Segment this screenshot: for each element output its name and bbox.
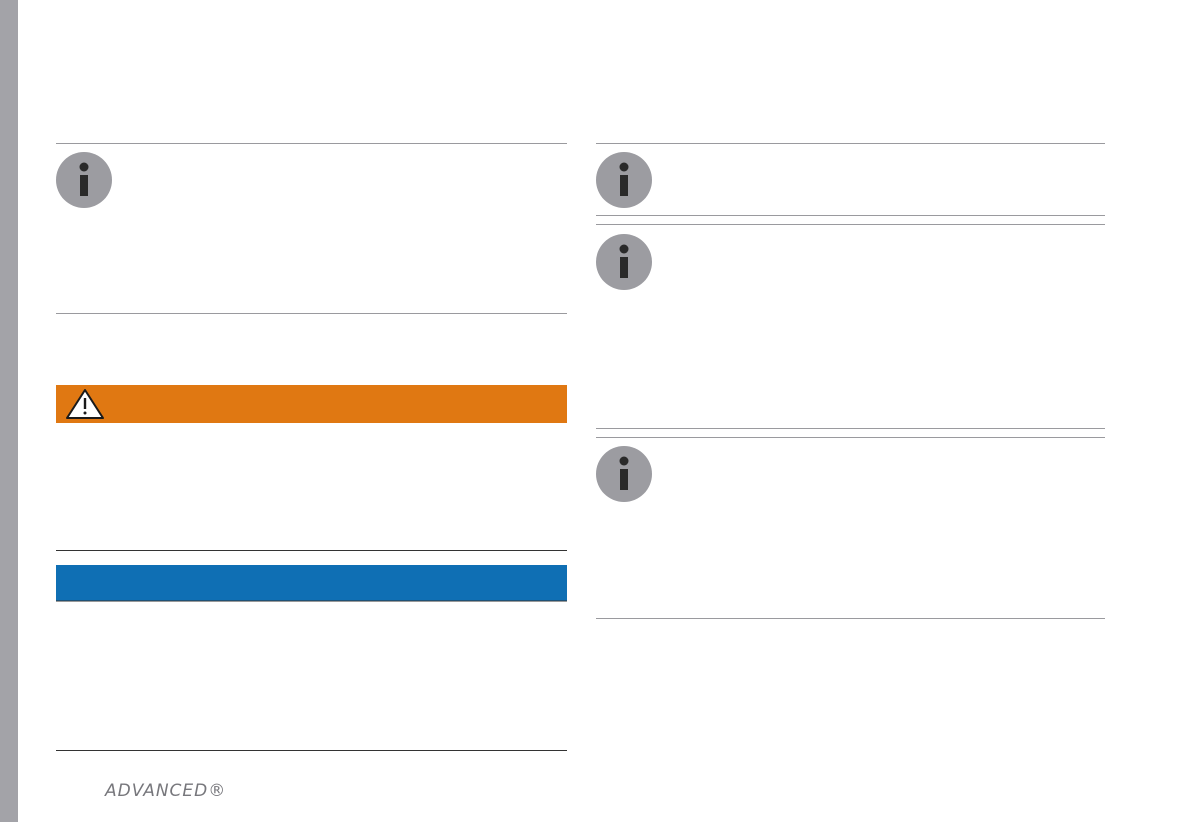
info-icon bbox=[56, 152, 112, 208]
footer-logo: ADVANCED® bbox=[104, 781, 226, 801]
warning-icon bbox=[66, 389, 104, 419]
info-icon bbox=[596, 234, 652, 290]
warning-bar bbox=[56, 385, 567, 423]
note-bar bbox=[56, 565, 567, 601]
info-icon bbox=[596, 152, 652, 208]
left-column bbox=[56, 143, 567, 751]
info-icon bbox=[596, 446, 652, 502]
right-column bbox=[596, 143, 1105, 619]
side-strip bbox=[0, 0, 18, 822]
